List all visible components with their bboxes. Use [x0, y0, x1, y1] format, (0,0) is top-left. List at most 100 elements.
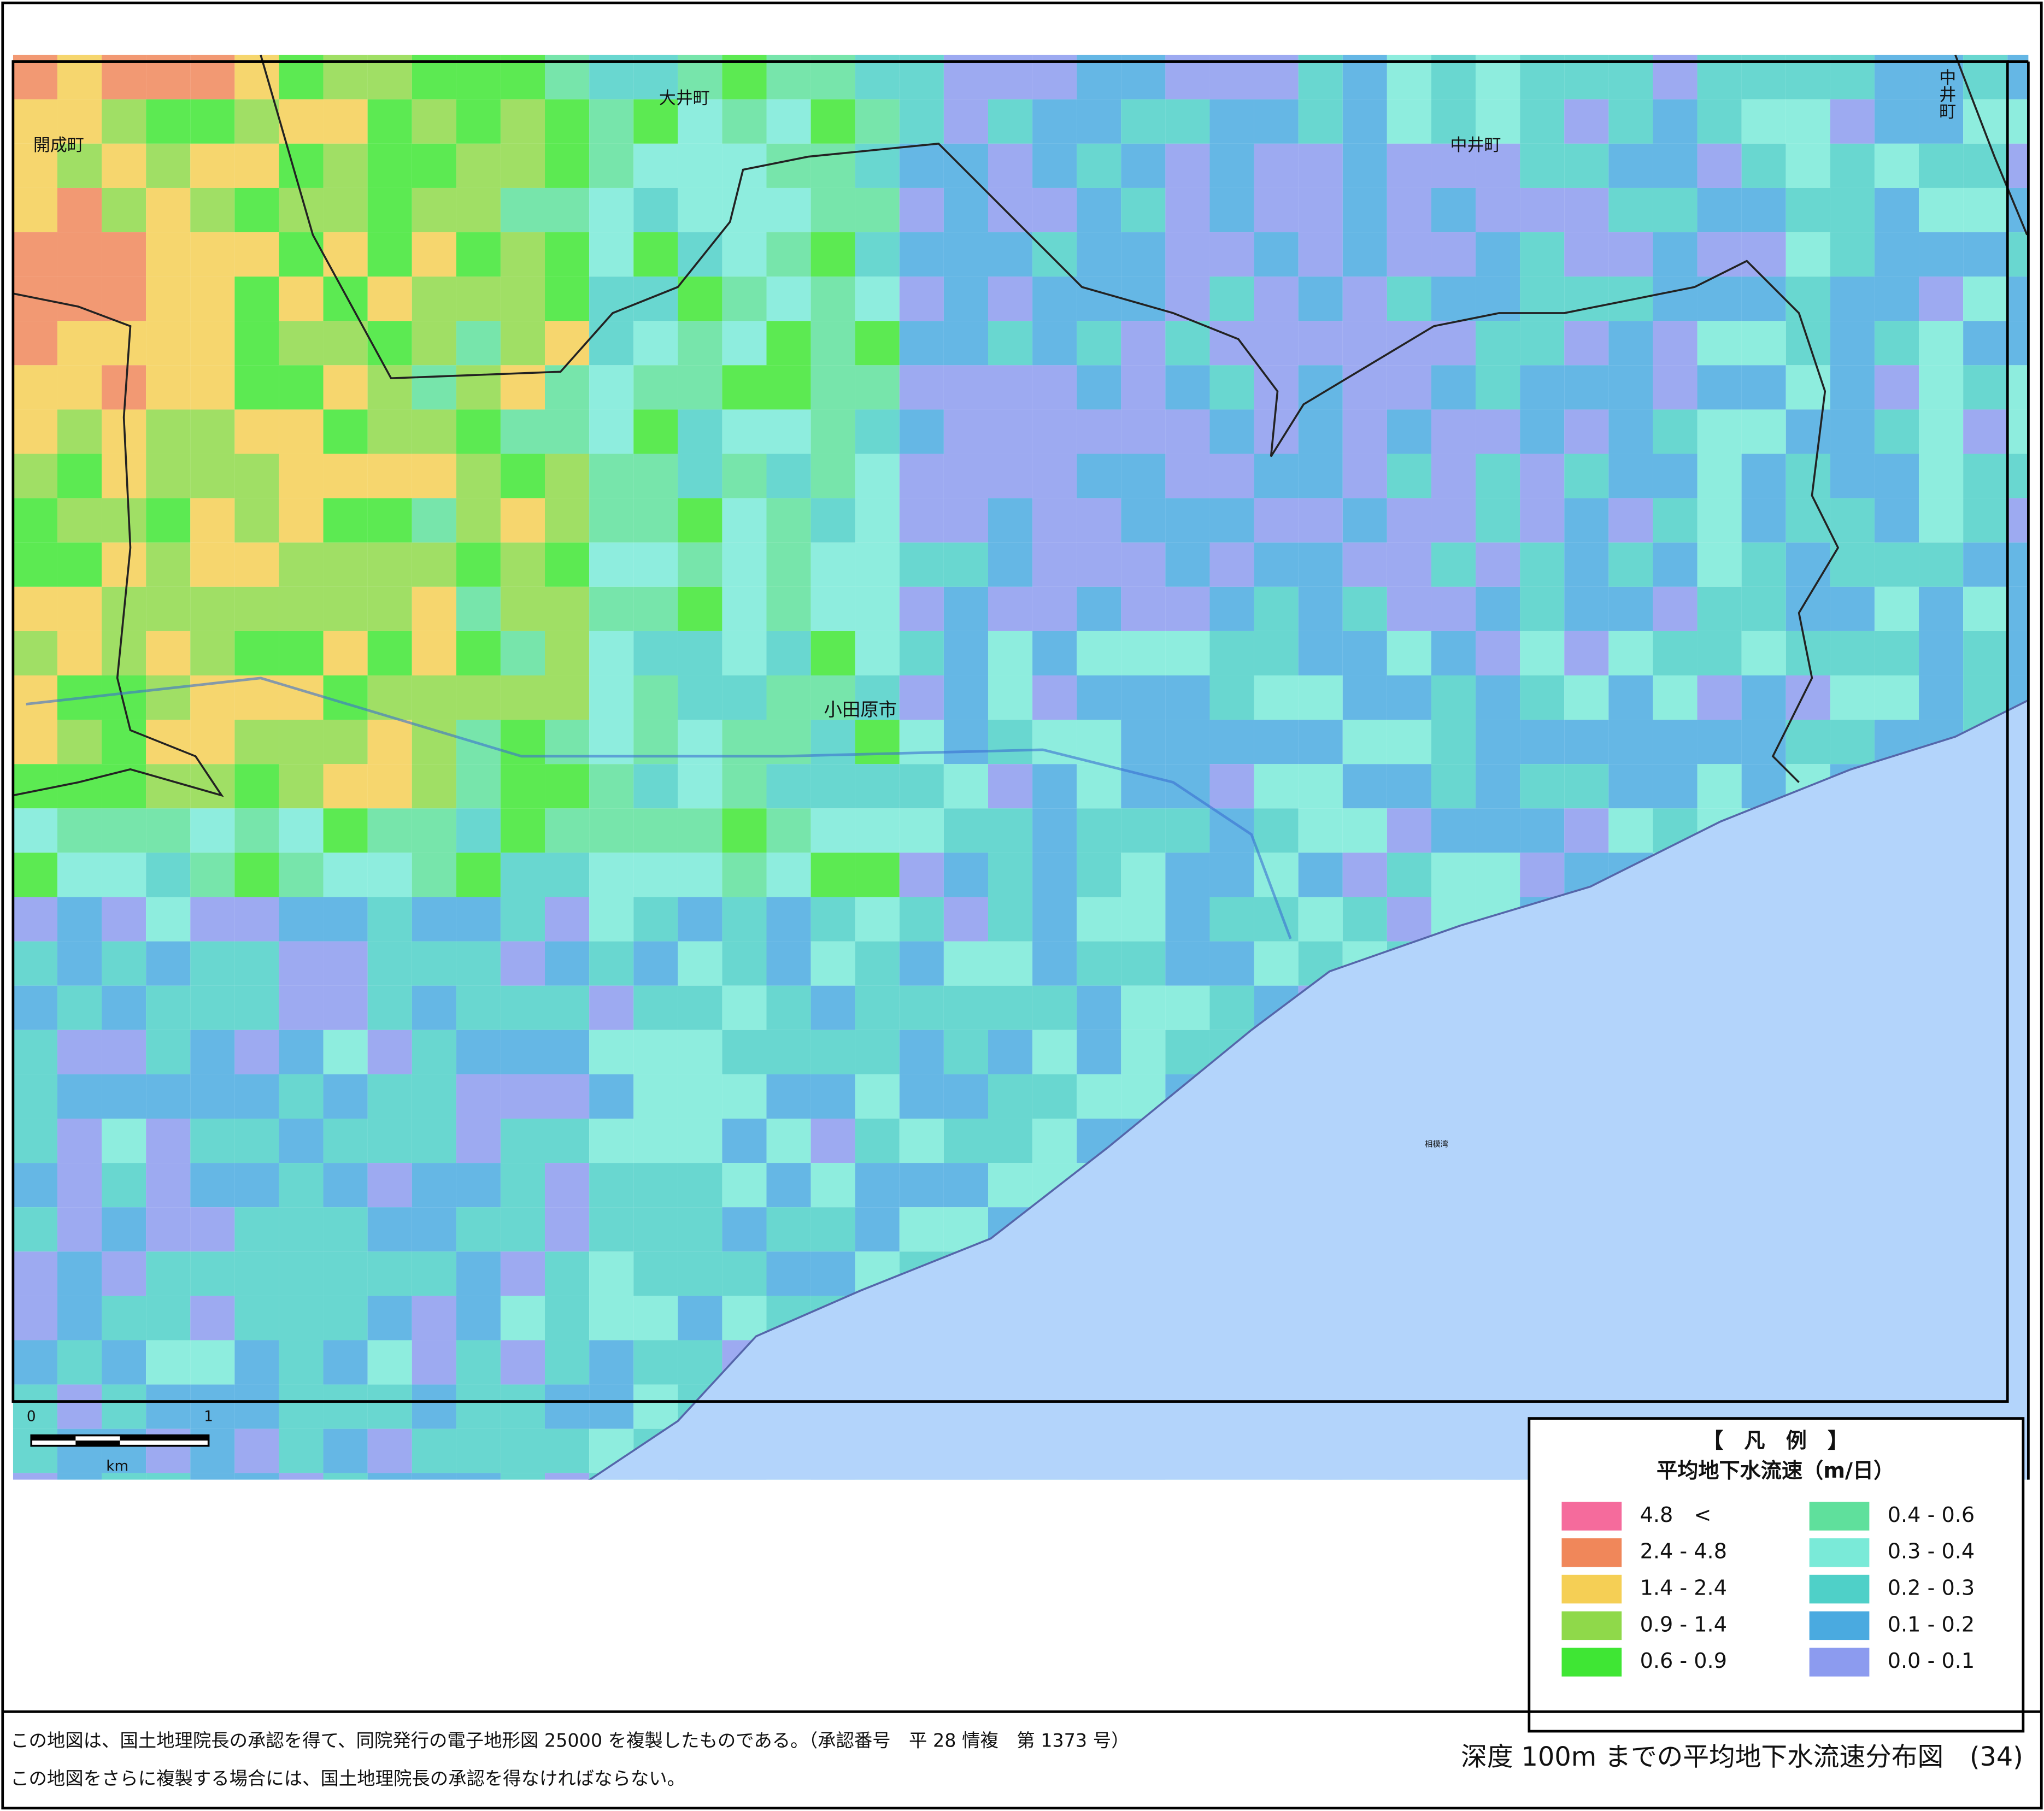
map-cell	[500, 1207, 545, 1252]
map-cell	[1741, 542, 1786, 587]
map-cell	[1741, 321, 1786, 366]
map-cell	[1608, 277, 1653, 321]
map-cell	[1476, 99, 1520, 144]
legend-label: 0.2 - 0.3	[1888, 1576, 1975, 1600]
map-cell	[1785, 498, 1830, 543]
map-cell	[323, 1074, 368, 1119]
legend-swatch	[1561, 1648, 1622, 1677]
map-cell	[1032, 808, 1077, 853]
map-cell	[146, 675, 191, 720]
legend: 【 凡 例 】 平均地下水流速（m/日） 4.8 < 2.4 - 4.8 1.4 -…	[1528, 1417, 2025, 1733]
footer-title: 深度 100m までの平均地下水流速分布図 (34)	[1461, 1742, 2023, 1772]
map-cell	[855, 764, 900, 809]
map-cell	[190, 454, 235, 498]
map-cell	[1077, 365, 1121, 410]
map-cell	[234, 1296, 279, 1340]
map-cell	[1741, 409, 1786, 454]
map-cell	[766, 1207, 811, 1252]
legend-swatch	[1809, 1611, 1870, 1641]
map-cell	[988, 409, 1033, 454]
map-cell	[190, 409, 235, 454]
map-cell	[1653, 277, 1698, 321]
map-cell	[678, 321, 723, 366]
map-cell	[988, 365, 1033, 410]
map-cell	[57, 1030, 102, 1074]
map-cell	[13, 1030, 57, 1074]
map-cell	[589, 365, 634, 410]
map-cell	[57, 454, 102, 498]
map-cell	[1785, 99, 1830, 144]
map-cell	[1476, 852, 1520, 897]
map-cell	[1209, 764, 1254, 809]
map-cell	[1298, 808, 1343, 853]
map-cell	[1342, 187, 1387, 233]
map-cell	[1121, 852, 1166, 897]
map-cell	[545, 99, 590, 144]
map-cell	[899, 542, 944, 587]
map-cell	[1697, 187, 1742, 233]
map-cell	[1963, 454, 2008, 498]
map-cell	[1741, 99, 1786, 144]
map-cell	[323, 498, 368, 543]
map-cell	[1431, 720, 1476, 765]
map-cell	[678, 631, 723, 676]
map-cell	[810, 542, 855, 587]
map-cell	[412, 542, 456, 587]
map-cell	[367, 498, 412, 543]
map-cell	[412, 852, 456, 897]
map-cell	[500, 1340, 545, 1385]
map-cell	[1830, 454, 1875, 498]
scale-bar-segment	[120, 1435, 209, 1441]
map-cell	[1520, 720, 1565, 765]
map-cell	[13, 631, 57, 676]
map-cell	[234, 941, 279, 986]
map-cell	[13, 409, 57, 454]
map-cell	[500, 985, 545, 1030]
map-cell	[766, 808, 811, 853]
map-cell	[1165, 675, 1210, 720]
coastline	[588, 699, 2029, 1480]
map-cell	[323, 675, 368, 720]
map-cell	[500, 1074, 545, 1119]
map-cell	[146, 321, 191, 366]
map-cell	[1165, 808, 1210, 853]
map-cell	[589, 764, 634, 809]
map-cell	[146, 852, 191, 897]
map-cell	[1520, 852, 1565, 897]
map-cell	[234, 1118, 279, 1163]
map-cell	[633, 808, 678, 853]
map-cell	[1741, 498, 1786, 543]
map-cell	[412, 99, 456, 144]
map-cell	[102, 631, 146, 676]
map-cell	[1830, 143, 1875, 188]
map-cell	[899, 852, 944, 897]
map-cell	[412, 764, 456, 809]
map-cell	[323, 232, 368, 277]
map-cell	[323, 277, 368, 321]
map-cell	[633, 365, 678, 410]
map-cell	[722, 187, 767, 233]
map-cell	[633, 143, 678, 188]
map-cell	[1032, 764, 1077, 809]
map-cell	[279, 409, 324, 454]
map-cell	[146, 1251, 191, 1296]
map-cell	[146, 409, 191, 454]
map-cell	[1830, 187, 1875, 233]
map-cell	[988, 1074, 1033, 1119]
map-cell	[146, 1384, 191, 1429]
map-cell	[633, 498, 678, 543]
place-label: 大井町	[659, 89, 710, 108]
map-cell	[589, 542, 634, 587]
map-cell	[102, 232, 146, 277]
map-cell	[1919, 498, 1964, 543]
map-cell	[1209, 675, 1254, 720]
map-cell	[810, 409, 855, 454]
map-cell	[279, 1473, 324, 1480]
map-cell	[234, 1163, 279, 1208]
map-cell	[146, 187, 191, 233]
legend-swatch	[1809, 1574, 1870, 1604]
map-cell	[456, 808, 501, 853]
map-cell	[810, 720, 855, 765]
map-cell	[589, 808, 634, 853]
map-cell	[1830, 321, 1875, 366]
